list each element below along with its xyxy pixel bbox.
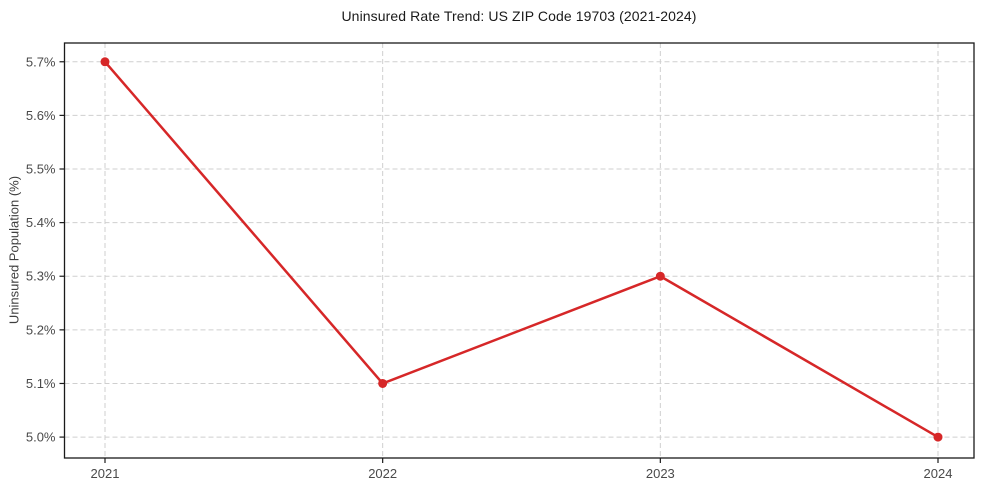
data-point-marker [933, 432, 943, 442]
y-tick-label: 5.4% [26, 215, 56, 230]
y-tick-label: 5.3% [26, 269, 56, 284]
y-tick-label: 5.0% [26, 430, 56, 445]
y-tick-label: 5.1% [26, 376, 56, 391]
trend-line [103, 60, 940, 439]
x-tick-label: 2024 [924, 466, 953, 481]
data-point-marker [100, 57, 110, 67]
y-tick-label: 5.2% [26, 322, 56, 337]
x-tick-label: 2022 [368, 466, 397, 481]
y-tick-label: 5.5% [26, 162, 56, 177]
chart-title: Uninsured Rate Trend: US ZIP Code 19703 … [341, 8, 697, 24]
y-tick-label: 5.6% [26, 108, 56, 123]
axes-frame [63, 42, 975, 459]
data-point-marker [655, 271, 665, 281]
x-tick-label: 2023 [646, 466, 675, 481]
data-point-marker [378, 378, 388, 388]
y-tick-label: 5.7% [26, 54, 56, 69]
x-tick-label: 2021 [91, 466, 120, 481]
